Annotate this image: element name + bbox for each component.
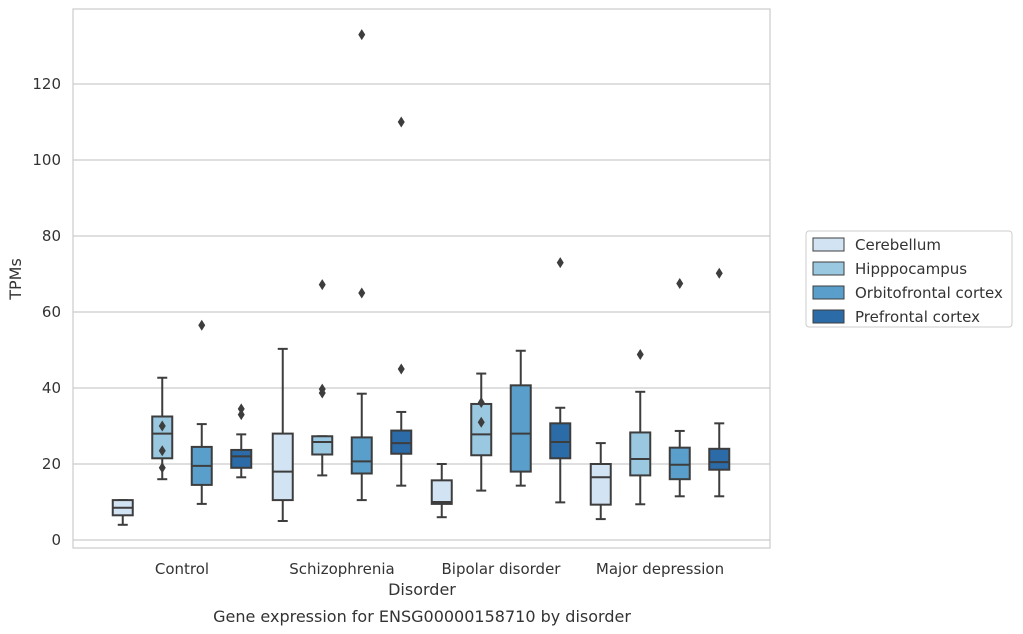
outlier-point [158, 462, 166, 474]
box [430, 479, 453, 505]
legend-swatch [812, 237, 845, 252]
outlier-point [358, 287, 366, 299]
y-tick-label: 80 [42, 227, 61, 245]
box [668, 446, 691, 481]
x-axis-label: Disorder [388, 580, 456, 599]
x-tick-label: Bipolar disorder [442, 560, 562, 578]
box [629, 431, 652, 477]
legend: Cerebellum Hipppocampus Orbitofrontal cort… [805, 230, 1013, 328]
grid-lines [73, 83, 770, 541]
legend-label: Prefrontal cortex [855, 308, 980, 326]
outlier-point [318, 387, 326, 399]
x-tick-label: Control [155, 560, 209, 578]
y-tick-label: 40 [42, 379, 61, 397]
x-tick-label: Schizophrenia [289, 560, 394, 578]
outlier-point [477, 396, 485, 408]
box [708, 447, 731, 471]
outlier-point [715, 267, 723, 279]
box [271, 432, 294, 502]
outlier-point [358, 29, 366, 41]
box [151, 415, 174, 460]
box [311, 435, 334, 456]
legend-label: Orbitofrontal cortex [855, 284, 1003, 302]
y-axis-label: TPMs [6, 258, 25, 301]
legend-swatch [812, 285, 845, 300]
box [509, 384, 532, 473]
legend-label: Cerebellum [855, 236, 941, 254]
outlier-point [158, 445, 166, 457]
y-tick-label: 120 [32, 75, 61, 93]
outlier-point [556, 257, 564, 269]
outlier-point [397, 363, 405, 375]
box-group [111, 29, 731, 526]
y-tick-label: 20 [42, 455, 61, 473]
y-tick-label: 100 [32, 151, 61, 169]
outlier-point [676, 278, 684, 289]
chart-caption: Gene expression for ENSG00000158710 by d… [213, 607, 631, 626]
legend-swatch [812, 309, 845, 324]
box [350, 436, 373, 475]
outlier-point [237, 403, 245, 415]
legend-swatch [812, 261, 845, 276]
y-tick-labels: 0 20 40 60 80 100 120 [32, 75, 61, 549]
outlier-point [477, 416, 485, 428]
legend-label: Hipppocampus [855, 260, 967, 278]
outlier-point [158, 420, 166, 432]
box [470, 402, 493, 457]
y-tick-label: 60 [42, 303, 61, 321]
legend-frame [805, 230, 1013, 328]
outlier-point [318, 279, 326, 291]
box [549, 422, 572, 460]
y-tick-label: 0 [51, 531, 61, 549]
x-tick-labels: Control Schizophrenia Bipolar disorder Majo… [155, 560, 724, 578]
outlier-point [636, 349, 644, 361]
outlier-point [198, 319, 206, 331]
outlier-point [237, 409, 245, 421]
outlier-point [397, 116, 405, 128]
box [589, 463, 612, 506]
box [230, 448, 253, 469]
x-tick-label: Major depression [596, 560, 724, 578]
plot-frame [72, 8, 771, 549]
